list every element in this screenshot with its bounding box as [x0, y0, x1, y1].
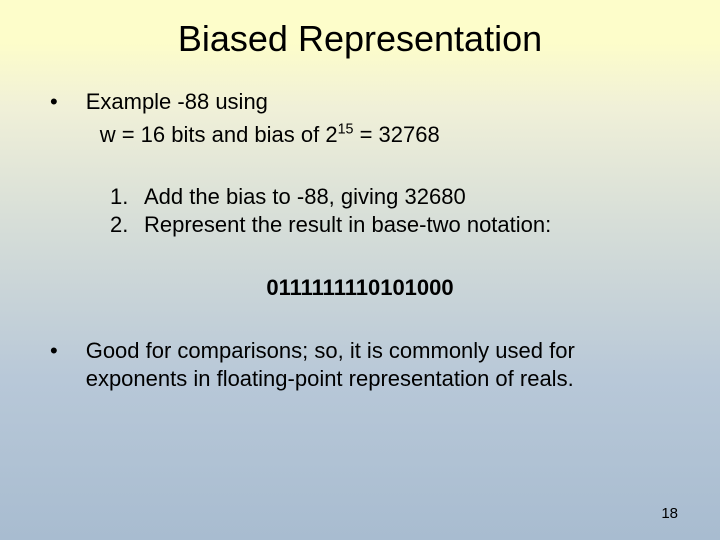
example-line2: w = 16 bits and bias of 215 = 32768 — [86, 122, 440, 147]
step-1-number: 1. — [110, 183, 144, 211]
step-1-text: Add the bias to -88, giving 32680 — [144, 183, 670, 211]
bullet-icon: • — [50, 88, 58, 116]
step-2: 2. Represent the result in base-two nota… — [110, 211, 670, 239]
bullet-icon: • — [50, 337, 58, 365]
slide-content: • Example -88 using w = 16 bits and bias… — [0, 88, 720, 393]
page-number: 18 — [661, 505, 678, 522]
step-1: 1. Add the bias to -88, giving 32680 — [110, 183, 670, 211]
step-2-number: 2. — [110, 211, 144, 239]
example-line1: Example -88 using — [86, 89, 268, 114]
conclusion-text: Good for comparisons; so, it is commonly… — [86, 337, 670, 393]
example-line2-suffix: = 32768 — [353, 122, 439, 147]
example-line2-prefix: w = 16 bits and bias of 2 — [100, 122, 338, 147]
conclusion-bullet: • Good for comparisons; so, it is common… — [50, 337, 670, 393]
step-2-text: Represent the result in base-two notatio… — [144, 211, 670, 239]
example-line2-exponent: 15 — [338, 122, 354, 138]
binary-result: 0111111110101000 — [50, 275, 670, 301]
steps-block: 1. Add the bias to -88, giving 32680 2. … — [50, 183, 670, 239]
example-text: Example -88 using w = 16 bits and bias o… — [86, 88, 440, 149]
slide-title: Biased Representation — [0, 0, 720, 60]
example-bullet: • Example -88 using w = 16 bits and bias… — [50, 88, 670, 149]
